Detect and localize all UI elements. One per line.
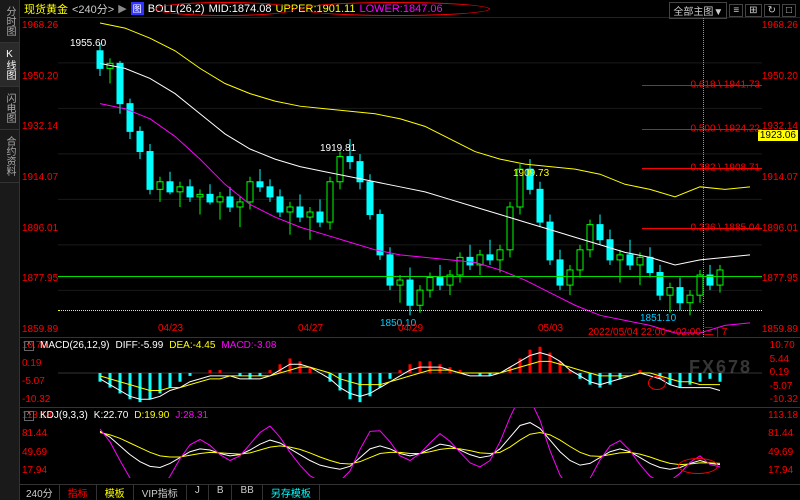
kdj-axis-right: 113.1881.4449.6917.94	[768, 408, 798, 478]
kdj-highlight-circle	[678, 458, 718, 474]
price-panel[interactable]: 1968.261950.201932.141914.071896.011877.…	[20, 18, 800, 338]
watermark: FX678	[689, 357, 752, 378]
tab-timeline[interactable]: 分时图	[0, 0, 19, 43]
kdj-panel[interactable]: ^ KDJ(9,3,3) K:22.70 D:19.90 J:28.31 113…	[20, 408, 800, 478]
macd-axis-right: 10.705.440.19-5.07-10.32	[770, 338, 798, 407]
collapse-icon[interactable]: ^	[24, 341, 34, 351]
footer-btn-J[interactable]: J	[187, 485, 209, 500]
arrow-icon: ▶	[118, 2, 126, 15]
macd-highlight-circle	[648, 376, 666, 390]
overlay-dropdown[interactable]: 全部主图▼	[669, 2, 727, 19]
header-icon-4[interactable]: □	[782, 4, 796, 17]
footer-btn-B[interactable]: B	[209, 485, 233, 500]
boll-box-icon: 图	[131, 2, 144, 15]
chart-area: 1968.261950.201932.141914.071896.011877.…	[20, 18, 800, 484]
macd-value: MACD:-3.08	[221, 340, 276, 351]
kdj-label: KDJ(9,3,3)	[40, 410, 88, 421]
header-controls: 全部主图▼ ≡ ⊞ ↻ □	[669, 2, 796, 19]
macd-dea: DEA:-4.45	[169, 340, 215, 351]
footer-btn-BB[interactable]: BB	[232, 485, 262, 500]
tab-lightning[interactable]: 闪电图	[0, 87, 19, 130]
crosshair-vertical	[703, 18, 704, 337]
highlight-circle-1	[155, 2, 295, 16]
instrument-title: 现货黄金	[24, 1, 68, 17]
price-axis-right: 1968.261950.201932.141923.061914.071896.…	[762, 18, 798, 337]
main-area: 现货黄金 <240分> ▶ 图 BOLL(26,2) MID:1874.08 U…	[20, 0, 800, 500]
footer-buttons: 指标模板VIP指标JBBB另存模板	[60, 485, 320, 500]
collapse-icon[interactable]: ^	[24, 411, 34, 421]
kdj-header: ^ KDJ(9,3,3) K:22.70 D:19.90 J:28.31	[24, 410, 208, 421]
x-axis: 04/2304/2704/2905/032022/05/04 22:00～02:…	[58, 323, 762, 337]
footer-bar: 240分 指标模板VIP指标JBBB另存模板	[20, 484, 800, 500]
footer-btn-模板[interactable]: 模板	[97, 485, 134, 500]
highlight-circle-2	[300, 2, 490, 16]
macd-panel[interactable]: ^ MACD(26,12,9) DIFF:-5.99 DEA:-4.45 MAC…	[20, 338, 800, 408]
footer-timeframe: 240分	[20, 485, 60, 500]
header-icon-1[interactable]: ≡	[729, 4, 743, 17]
tab-contract[interactable]: 合约资料	[0, 130, 19, 183]
macd-label: MACD(26,12,9)	[40, 340, 109, 351]
left-sidebar: 分时图 K线图 闪电图 合约资料	[0, 0, 20, 500]
footer-btn-VIP指标[interactable]: VIP指标	[134, 485, 187, 500]
macd-diff: DIFF:-5.99	[115, 340, 163, 351]
footer-btn-另存模板[interactable]: 另存模板	[263, 485, 320, 500]
macd-header: ^ MACD(26,12,9) DIFF:-5.99 DEA:-4.45 MAC…	[24, 340, 276, 351]
chart-header: 现货黄金 <240分> ▶ 图 BOLL(26,2) MID:1874.08 U…	[20, 0, 800, 18]
tab-kline[interactable]: K线图	[0, 43, 19, 87]
price-axis-left: 1968.261950.201932.141914.071896.011877.…	[22, 18, 58, 337]
price-chart-svg	[58, 18, 762, 338]
header-icon-2[interactable]: ⊞	[745, 4, 761, 17]
kdj-j: J:28.31	[175, 410, 208, 421]
kdj-k: K:22.70	[94, 410, 128, 421]
footer-btn-指标[interactable]: 指标	[60, 485, 97, 500]
kdj-d: D:19.90	[134, 410, 169, 421]
header-icon-3[interactable]: ↻	[764, 4, 780, 17]
timeframe-label: <240分>	[72, 1, 114, 17]
